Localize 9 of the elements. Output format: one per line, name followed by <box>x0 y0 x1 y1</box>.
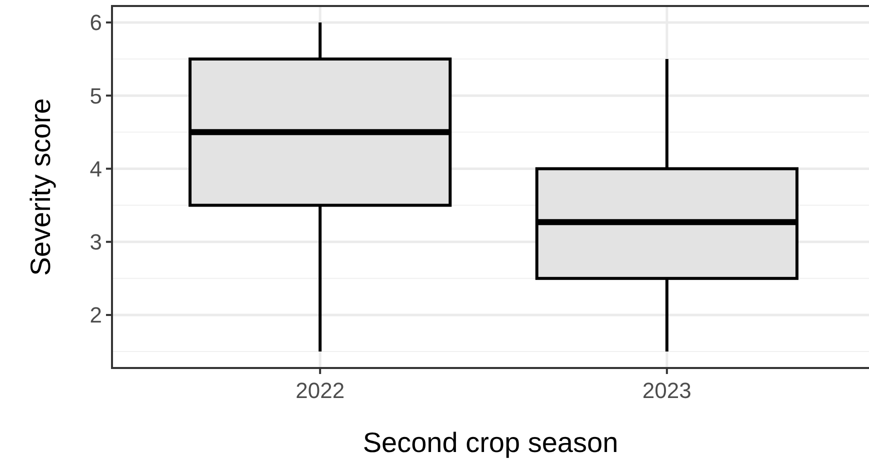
y-tick-label: 6 <box>90 10 102 36</box>
y-tick-label: 5 <box>90 83 102 108</box>
x-axis-title: Second crop season <box>362 427 618 458</box>
y-tick-label: 3 <box>90 230 102 255</box>
y-tick-label: 4 <box>90 156 102 182</box>
y-axis-title: Severity score <box>25 98 56 276</box>
y-tick-label: 2 <box>90 302 102 328</box>
x-tick-label: 2022 <box>296 378 345 403</box>
x-tick-label: 2023 <box>642 378 692 403</box>
